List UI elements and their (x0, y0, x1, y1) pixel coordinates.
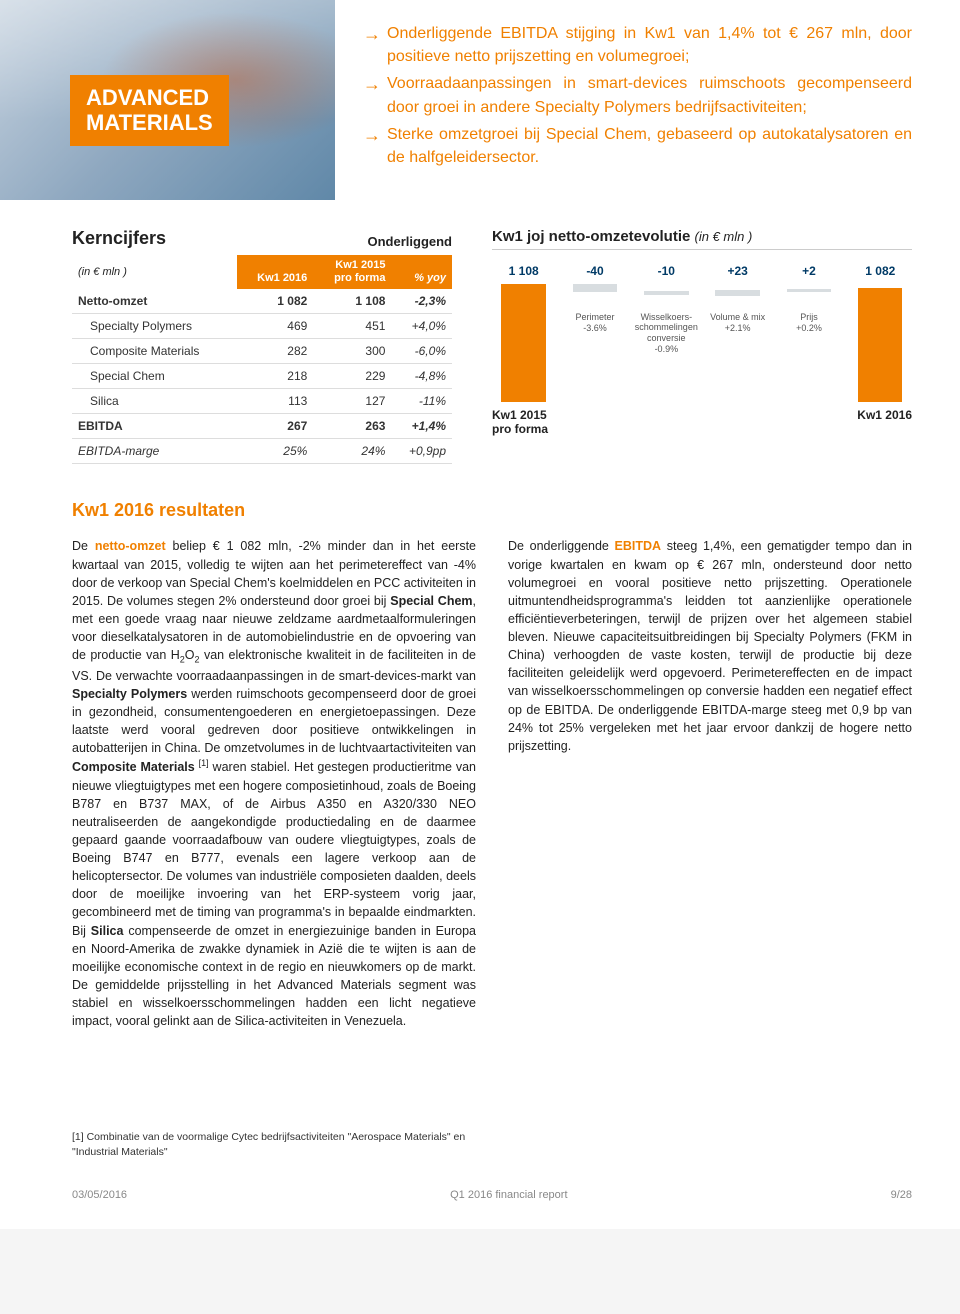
table-row: Silica113127-11% (72, 389, 452, 414)
footer-title: Q1 2016 financial report (450, 1189, 567, 1201)
footer-date: 03/05/2016 (72, 1189, 127, 1201)
table-col-2016: Kw1 2016 (237, 255, 314, 289)
bullet-text: Sterke omzetgroei bij Special Chem, geba… (387, 123, 912, 169)
table-col-yoy: % yoy (391, 255, 452, 289)
hero-title: ADVANCED MATERIALS (70, 75, 229, 146)
bullet-text: Onderliggende EBITDA stijging in Kw1 van… (387, 22, 912, 68)
waterfall-bar: +2Prijs+0.2% (777, 264, 840, 400)
table-row: Specialty Polymers469451+4,0% (72, 314, 452, 339)
arrow-icon: → (363, 72, 381, 97)
table-row: Netto-omzet1 0821 108-2,3% (72, 289, 452, 314)
table-row: EBITDA-marge25%24%+0,9pp (72, 439, 452, 464)
arrow-icon: → (363, 123, 381, 148)
waterfall-bar: 1 108 (492, 264, 555, 400)
table-row: Special Chem218229-4,8% (72, 364, 452, 389)
hero-image: ADVANCED MATERIALS (0, 0, 335, 200)
footnote: [1] Combinatie van de voormalige Cytec b… (72, 1130, 492, 1158)
hero-bullets: →Onderliggende EBITDA stijging in Kw1 va… (335, 0, 960, 200)
chart-axis-left: Kw1 2015pro forma (492, 408, 548, 437)
hero-title-line1: ADVANCED (86, 85, 213, 110)
waterfall-bar: 1 082 (849, 264, 912, 400)
waterfall-bar: -40Perimeter-3.6% (563, 264, 626, 400)
bullet-text: Voorraadaanpassingen in smart-devices ru… (387, 72, 912, 118)
table-row: EBITDA267263+1,4% (72, 414, 452, 439)
results-text-left: De netto-omzet beliep € 1 082 mln, -2% m… (72, 537, 476, 1030)
results-text-right: De onderliggende EBITDA steeg 1,4%, een … (508, 537, 912, 1030)
results-title: Kw1 2016 resultaten (72, 500, 912, 521)
key-figures-table: Kerncijfers Onderliggend (in € mln ) Kw1… (72, 228, 452, 464)
chart-title: Kw1 joj netto-omzetevolutie (in € mln ) (492, 228, 912, 245)
arrow-icon: → (363, 22, 381, 47)
table-title: Kerncijfers (72, 228, 166, 249)
table-col-label: (in € mln ) (72, 255, 237, 289)
table-subtitle: Onderliggend (368, 234, 453, 249)
waterfall-chart: Kw1 joj netto-omzetevolutie (in € mln ) … (492, 228, 912, 464)
hero-title-line2: MATERIALS (86, 110, 213, 135)
waterfall-bar: -10Wisselkoers-schommelingenconversie-0.… (635, 264, 698, 400)
footer-page: 9/28 (891, 1189, 912, 1201)
hero-banner: ADVANCED MATERIALS →Onderliggende EBITDA… (0, 0, 960, 200)
waterfall-bar: +23Volume & mix+2.1% (706, 264, 769, 400)
table-row: Composite Materials282300-6,0% (72, 339, 452, 364)
page-footer: 03/05/2016 Q1 2016 financial report 9/28 (0, 1169, 960, 1209)
chart-axis-right: Kw1 2016 (857, 408, 912, 437)
table-col-2015: Kw1 2015pro forma (313, 255, 391, 289)
